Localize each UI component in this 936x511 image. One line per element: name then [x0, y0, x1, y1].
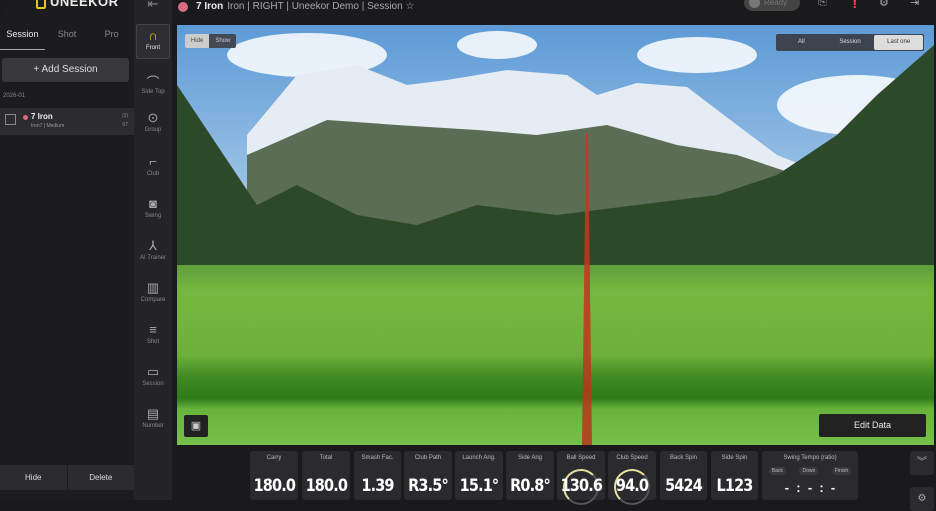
- fairway: [177, 265, 934, 445]
- shot-filter: All Session Last one: [776, 34, 924, 51]
- metric-side-spin: Side Spin L123: [711, 451, 758, 500]
- camera-icon: ◙: [149, 196, 157, 211]
- status-dot: [23, 115, 28, 120]
- gear-icon[interactable]: ⚙: [879, 0, 889, 9]
- export-icon[interactable]: ⎘: [818, 0, 827, 8]
- nav-compare[interactable]: ▥ Compare: [134, 280, 172, 303]
- session-title: 7 Iron Iron | RIGHT | Uneekor Demo | Sess…: [196, 0, 414, 14]
- metric-back-spin: Back Spin 5424: [660, 451, 707, 500]
- metric-swing-tempo: Swing Tempo (ratio) Back Down Finish - : -…: [762, 451, 858, 500]
- metric-smash-factor: Smash Fac. 1.39: [354, 451, 401, 500]
- edit-data-button[interactable]: Edit Data: [819, 414, 926, 437]
- nav-swing[interactable]: ◙ Swing: [134, 196, 172, 219]
- side-top-icon: ⌒: [146, 75, 160, 90]
- tab-pro[interactable]: Pro: [104, 29, 119, 39]
- session-checkbox[interactable]: [5, 114, 16, 125]
- top-bar: 7 Iron Iron | RIGHT | Uneekor Demo | Sess…: [172, 0, 936, 24]
- club-icon: ⌐: [149, 154, 157, 169]
- show-toggle-button[interactable]: Show: [209, 34, 237, 48]
- filter-last-one[interactable]: Last one: [874, 35, 924, 50]
- delete-button[interactable]: Delete: [67, 465, 134, 490]
- exit-icon[interactable]: ⇥: [910, 0, 920, 9]
- metric-club-speed: Club Speed 94.0: [608, 451, 656, 505]
- shot-trajectory-line: [582, 133, 592, 445]
- collapse-metrics-icon[interactable]: ︾: [910, 451, 934, 475]
- ready-status-button[interactable]: Ready: [744, 0, 800, 11]
- ai-trainer-icon: ⅄: [149, 238, 157, 253]
- uneekor-logo: UNEEKOR: [36, 0, 119, 10]
- add-session-button[interactable]: + Add Session: [2, 58, 129, 82]
- session-name: 7 Iron: [31, 112, 53, 121]
- subtitle-text: Iron | RIGHT | Uneekor Demo | Session: [227, 1, 403, 12]
- front-view-icon: ∩: [148, 28, 158, 43]
- notice-icon[interactable]: ❗: [848, 0, 862, 9]
- metric-side-angle: Side Ang R0.8°: [506, 451, 554, 500]
- date-group-label: 2026-01: [3, 93, 26, 99]
- collapse-menu-icon[interactable]: ⇤: [147, 0, 159, 11]
- nav-ai-trainer[interactable]: ⅄ AI Trainer: [134, 238, 172, 261]
- metric-launch-angle: Launch Ang. 15.1°: [455, 451, 503, 500]
- hide-toggle-button[interactable]: Hide: [185, 34, 210, 48]
- star-icon[interactable]: ☆: [405, 1, 415, 12]
- filter-session[interactable]: Session: [839, 39, 861, 45]
- nav-session[interactable]: ▭ Session: [134, 364, 172, 387]
- nav-number[interactable]: ▤ Number: [134, 406, 172, 429]
- hide-button[interactable]: Hide: [0, 465, 67, 490]
- metric-total: Total 180.0: [302, 451, 350, 500]
- record-indicator: [178, 2, 188, 12]
- filter-all[interactable]: All: [798, 39, 805, 45]
- left-panel: UNEEKOR Session Shot Pro + Add Session 2…: [0, 0, 134, 500]
- metric-ball-speed: Ball Speed 130.6: [557, 451, 605, 505]
- tab-shot[interactable]: Shot: [57, 29, 77, 39]
- session-icon: ▭: [146, 364, 160, 379]
- tempo-value: - : - : -: [784, 480, 836, 495]
- title-text: 7 Iron: [196, 1, 224, 12]
- nav-side-top[interactable]: ⌒ Side Top: [134, 72, 172, 95]
- session-list-item[interactable]: 7 Iron Iron7 | Medium (3) 07: [0, 108, 134, 135]
- nav-shot[interactable]: ≡ Shot: [134, 322, 172, 345]
- nav-group[interactable]: ⊙ Group: [134, 110, 172, 133]
- session-count: (3) 07: [121, 113, 128, 128]
- compare-icon: ▥: [146, 280, 160, 295]
- nav-front[interactable]: ∩ Front: [136, 24, 170, 59]
- shot-icon: ≡: [149, 322, 157, 337]
- nav-club[interactable]: ⌐ Club: [134, 154, 172, 177]
- view-nav: ⇤ ∩ Front ⌒ Side Top ⊙ Group ⌐ Club ◙ Swing ⅄…: [134, 0, 172, 500]
- session-subtitle: Iron7 | Medium: [31, 123, 65, 129]
- tab-session[interactable]: Session: [0, 24, 45, 50]
- metric-club-path: Club Path R3.5°: [404, 451, 452, 500]
- group-icon: ⊙: [147, 110, 159, 125]
- golf-range-view: Hide Show All Session Last one ▣ Edit Da…: [177, 25, 934, 445]
- number-icon: ▤: [146, 406, 160, 421]
- image-icon[interactable]: ▣: [184, 415, 208, 437]
- hide-show-toggle: Hide Show: [185, 34, 237, 48]
- scenery: [177, 31, 934, 265]
- metric-carry: Carry 180.0: [250, 451, 298, 500]
- metrics-settings-icon[interactable]: ⚙: [910, 487, 934, 511]
